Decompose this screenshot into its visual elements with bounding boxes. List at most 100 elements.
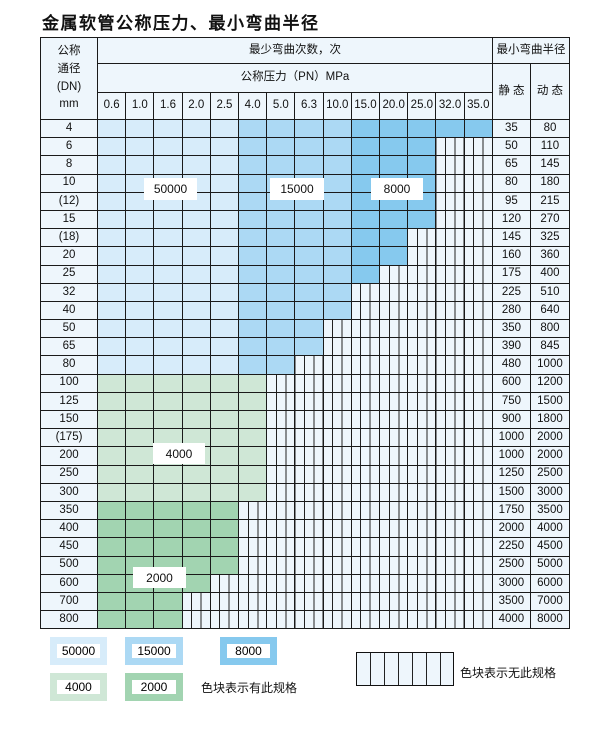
no-spec-cell [435,482,465,502]
spec-cell [125,391,155,412]
spec-cell [209,482,240,502]
no-spec-cell [463,319,493,339]
spec-cell [379,118,409,139]
dynamic-radius-cell: 325 [529,228,571,248]
spec-cell [153,155,183,175]
no-spec-cell [379,482,409,502]
spec-cell [125,500,155,521]
no-spec-cell [463,482,493,502]
spec-cell [153,610,183,630]
spec-cell [407,209,437,230]
spec-cell [181,337,211,357]
no-spec-cell [407,428,437,448]
pressure-col-header: 10.0 [322,92,352,120]
spec-cell [266,282,296,302]
spec-cell [238,446,268,466]
spec-cell [238,173,268,193]
spec-cell [379,137,409,157]
no-spec-cell [322,500,352,521]
spec-cell [238,337,268,357]
table-row: 350 1750 3500 [39,500,571,521]
spec-cell [181,537,211,557]
spec-cell [181,464,211,484]
static-radius-cell: 280 [491,300,531,321]
spec-cell [379,155,409,175]
has-spec-note: 色块表示有此规格 [201,681,298,695]
spec-cell [97,209,127,230]
no-spec-cell [407,409,437,430]
no-spec-cell [209,591,240,612]
dn-header-line: 通径 [57,62,81,75]
no-spec-cell [350,610,381,630]
static-radius-cell: 900 [491,409,531,430]
spec-cell [294,319,324,339]
dn-cell: 200 [39,446,99,466]
no-spec-cell [266,555,296,575]
dynamic-radius-cell: 2000 [529,428,571,448]
spec-cell [97,228,127,248]
no-spec-cell [294,391,324,412]
dynamic-radius-cell: 2000 [529,446,571,466]
pressure-col-header: 1.0 [125,92,155,120]
no-spec-cell [266,591,296,612]
spec-cell [125,464,155,484]
dynamic-radius-cell: 400 [529,264,571,284]
spec-cell [209,264,240,284]
dynamic-radius-cell: 8000 [529,610,571,630]
no-spec-cell [350,500,381,521]
spec-cell [153,482,183,502]
no-spec-cell [322,428,352,448]
spec-cell [294,300,324,321]
spec-cell [125,228,155,248]
static-radius-cell: 1500 [491,482,531,502]
no-spec-cell [379,409,409,430]
spec-cell [125,300,155,321]
no-spec-cell [407,391,437,412]
spec-cell [153,118,183,139]
spec-cell [322,282,352,302]
spec-cell [125,373,155,393]
spec-cell [322,264,352,284]
dynamic-radius-cell: 2500 [529,464,571,484]
spec-cell [322,155,352,175]
pressure-col-header: 6.3 [294,92,324,120]
no-spec-cell [294,482,324,502]
spec-cell [238,482,268,502]
no-spec-cell [209,573,240,593]
no-spec-cell [266,610,296,630]
spec-cell [294,209,324,230]
spec-cell [350,246,381,266]
spec-cell [125,591,155,612]
pressure-col-header: 1.6 [153,92,183,120]
table-row: 700 3500 7000 [39,591,571,612]
spec-cell [435,118,465,139]
static-radius-cell: 50 [491,137,531,157]
spec-cell [97,591,127,612]
dn-cell: 15 [39,209,99,230]
spec-cell [238,228,268,248]
spec-cell [266,228,296,248]
spec-cell [181,573,211,593]
no-spec-cell [350,519,381,539]
no-spec-cell [294,355,324,375]
no-spec-cell [463,409,493,430]
static-radius-cell: 1750 [491,500,531,521]
spec-cell [97,464,127,484]
spec-cell [238,246,268,266]
no-spec-cell [463,137,493,157]
static-radius-cell: 1000 [491,428,531,448]
table-row: 4 35 80 [39,118,571,139]
no-spec-cell [435,519,465,539]
table-row: 50 350 800 [39,319,571,339]
table-row: 150 900 1800 [39,409,571,430]
spec-cell [209,246,240,266]
pressure-col-header: 5.0 [266,92,296,120]
no-spec-cell [294,537,324,557]
spec-cell [322,246,352,266]
legend-value: 4000 [57,680,100,694]
dn-cell: 6 [39,137,99,157]
spec-cell [181,137,211,157]
spec-cell [322,228,352,248]
pressure-col-header: 2.5 [209,92,240,120]
no-spec-cell [379,573,409,593]
